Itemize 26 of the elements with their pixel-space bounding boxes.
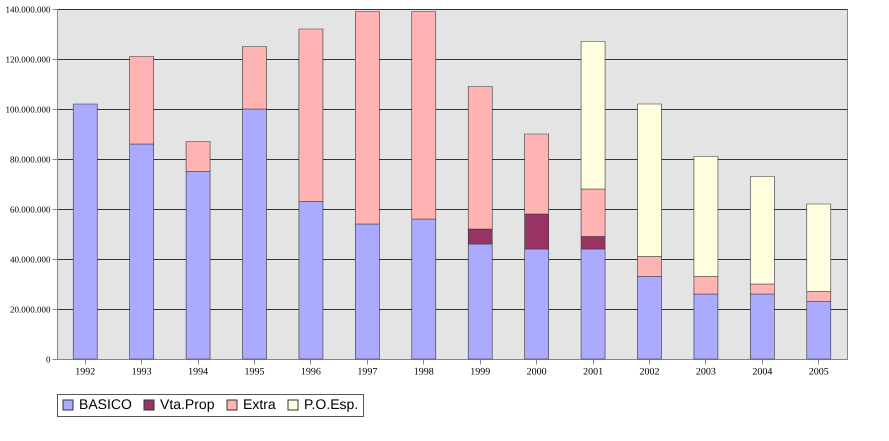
x-tick-label: 2005	[808, 366, 829, 378]
y-tick-label: 100.000.000	[6, 104, 51, 114]
legend-label: P.O.Esp.	[304, 396, 358, 412]
x-tick-label: 1999	[470, 366, 490, 378]
y-tick-label: 120.000.000	[6, 54, 51, 64]
y-tick-label: 20.000.000	[10, 304, 51, 314]
legend-label: BASICO	[79, 396, 132, 412]
x-tick-label: 2003	[696, 366, 716, 378]
x-tick-label: 1994	[188, 366, 208, 378]
y-tick-label: 0	[46, 354, 51, 364]
x-tick-label: 2002	[640, 366, 660, 378]
y-tick-label: 60.000.000	[10, 204, 51, 214]
legend-label: Vta.Prop	[160, 396, 215, 412]
y-tick-label: 80.000.000	[10, 154, 51, 164]
x-tick-label: 2004	[752, 366, 772, 378]
x-tick-label: 1992	[75, 366, 96, 378]
x-tick-label: 1993	[132, 366, 152, 378]
y-tick-label: 40.000.000	[10, 254, 51, 264]
x-tick-label: 1997	[357, 366, 378, 378]
x-tick-label: 1996	[300, 366, 321, 378]
x-tick-label: 1998	[414, 366, 434, 378]
y-tick-label: 140.000.000	[6, 4, 51, 14]
x-tick-label: 1995	[244, 366, 264, 378]
legend-label: Extra	[243, 396, 276, 412]
x-tick-label: 2000	[526, 366, 547, 378]
x-tick-label: 2001	[583, 366, 604, 378]
